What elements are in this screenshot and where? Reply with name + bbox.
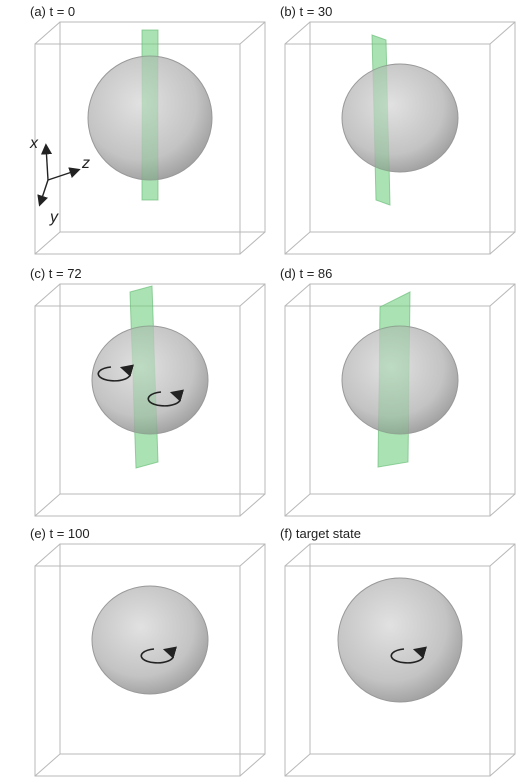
plane-front	[142, 30, 158, 200]
cube-edge	[285, 494, 310, 516]
cube-edge	[35, 22, 60, 44]
cube-edge	[35, 494, 60, 516]
sphere	[338, 578, 462, 702]
cube-edge	[240, 22, 265, 44]
cube-edge	[285, 22, 310, 44]
cube-edge	[35, 544, 60, 566]
axis-label: z	[81, 155, 90, 172]
panel: (d) t = 86	[280, 266, 515, 516]
cube-edge	[285, 754, 310, 776]
cube-edge	[490, 232, 515, 254]
plane-front	[372, 35, 390, 205]
panel-label: (b) t = 30	[280, 4, 332, 19]
plane-front	[378, 292, 410, 467]
cube-edge	[490, 494, 515, 516]
figure: (a) t = 0 (b) t = 30 (c) t = 72 (d) t = 86 (…	[0, 0, 526, 777]
panel-label: (f) target state	[280, 526, 361, 541]
panel: (f) target state	[280, 526, 515, 776]
panel-label: (a) t = 0	[30, 4, 75, 19]
cube-edge	[490, 284, 515, 306]
axis-label: x	[29, 135, 39, 152]
cube-edge	[240, 232, 265, 254]
sphere	[92, 586, 208, 694]
cube-edge	[490, 754, 515, 776]
cube-edge	[35, 284, 60, 306]
panel: (b) t = 30	[280, 4, 515, 254]
sphere	[342, 64, 458, 172]
panel-label: (e) t = 100	[30, 526, 90, 541]
cube-edge	[35, 754, 60, 776]
cube-edge	[240, 284, 265, 306]
cube-edge	[285, 232, 310, 254]
axis-arrow	[46, 146, 48, 180]
panel: (e) t = 100	[30, 526, 265, 776]
cube-edge	[240, 494, 265, 516]
panel-label: (c) t = 72	[30, 266, 82, 281]
panel-label: (d) t = 86	[280, 266, 332, 281]
plane-front	[130, 286, 158, 468]
cube-edge	[285, 284, 310, 306]
cube-edge	[240, 754, 265, 776]
cube-edge	[35, 232, 60, 254]
axis-label: y	[49, 209, 59, 226]
cube-edge	[490, 22, 515, 44]
panel: (c) t = 72	[30, 266, 265, 516]
panel: (a) t = 0	[30, 4, 265, 254]
axis-arrow	[40, 180, 48, 204]
axis-arrow	[48, 170, 78, 180]
cube-edge	[285, 544, 310, 566]
cube-edge	[240, 544, 265, 566]
cube-edge	[490, 544, 515, 566]
